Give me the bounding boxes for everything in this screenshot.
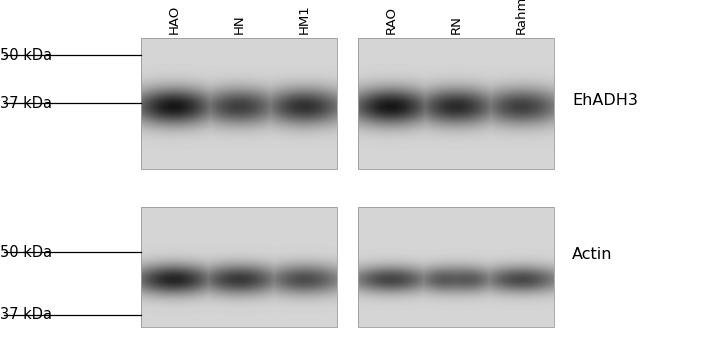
- Text: Actin: Actin: [572, 247, 613, 262]
- Text: RN: RN: [450, 16, 463, 34]
- Text: HM1: HM1: [298, 5, 311, 34]
- Text: EhADH3: EhADH3: [572, 93, 638, 108]
- Bar: [358, 38, 554, 169]
- Text: 50 kDa: 50 kDa: [0, 48, 52, 62]
- Text: 37 kDa: 37 kDa: [0, 307, 52, 322]
- Bar: [141, 38, 337, 169]
- Text: 50 kDa: 50 kDa: [0, 245, 52, 260]
- Text: Rahman: Rahman: [515, 0, 528, 34]
- Text: RAO: RAO: [384, 7, 397, 34]
- Text: HN: HN: [232, 15, 245, 34]
- Text: HAO: HAO: [167, 5, 180, 34]
- Bar: [358, 207, 554, 327]
- Bar: [141, 207, 337, 327]
- Text: 37 kDa: 37 kDa: [0, 96, 52, 111]
